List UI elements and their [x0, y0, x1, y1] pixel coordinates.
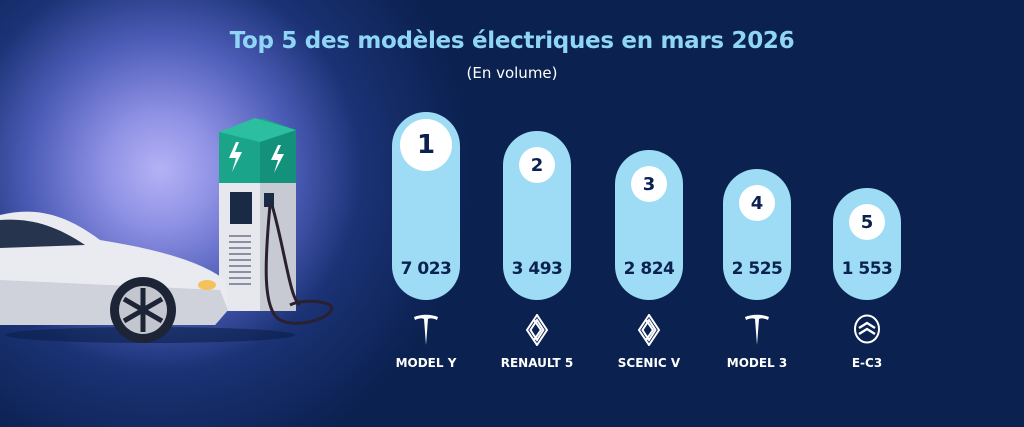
chart-title: Top 5 des modèles électriques en mars 20…: [229, 28, 795, 54]
tesla-logo-icon: [392, 314, 460, 346]
charging-station-icon: [219, 118, 334, 325]
rank-badge: 5: [849, 204, 885, 240]
rank-badge: 3: [631, 166, 667, 202]
bar-5: 5 1 553: [833, 188, 901, 300]
chart-subtitle: (En volume): [466, 64, 558, 82]
tesla-logo-icon: [723, 314, 791, 346]
category-label: RENAULT 5: [500, 356, 574, 370]
bar-2: 2 3 493: [503, 131, 571, 300]
rank-badge: 4: [739, 185, 775, 221]
bar-4: 4 2 525: [723, 169, 791, 300]
category-label: E-C3: [851, 356, 883, 370]
rank-badge: 2: [519, 147, 555, 183]
bar-1: 1 7 023: [392, 112, 460, 300]
category-label: MODEL 3: [726, 356, 788, 370]
renault-logo-icon: [503, 314, 571, 346]
bar-value-label: 7 023: [400, 259, 452, 279]
category-label: MODEL Y: [395, 356, 457, 370]
bar-value-label: 1 553: [841, 259, 893, 279]
citroen-logo-icon: [833, 314, 901, 344]
bar-3: 3 2 824: [615, 150, 683, 300]
electric-car-icon: [0, 211, 228, 343]
bar-value-label: 2 824: [623, 259, 675, 279]
renault-logo-icon: [615, 314, 683, 346]
car-charging-illustration: [0, 118, 334, 343]
bar-value-label: 3 493: [511, 259, 563, 279]
category-label: SCENIC V: [617, 356, 681, 370]
rank-badge: 1: [400, 119, 452, 171]
bar-value-label: 2 525: [731, 259, 783, 279]
